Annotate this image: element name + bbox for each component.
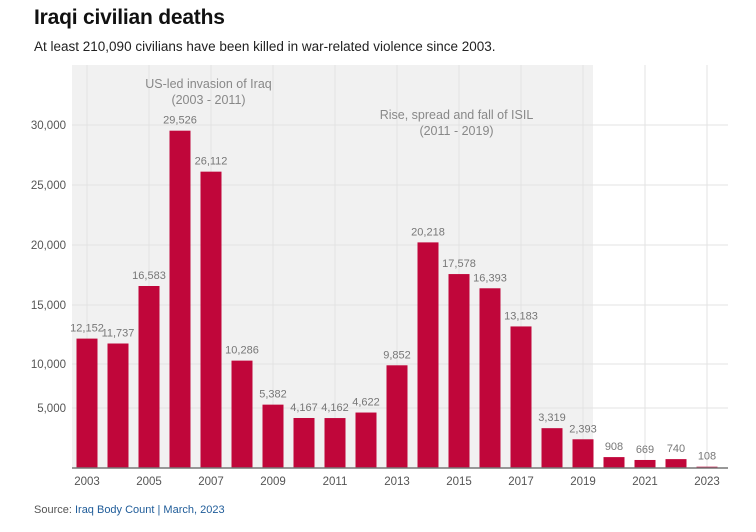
x-tick-label: 2009	[260, 476, 286, 488]
y-tick-label: 10,000	[31, 359, 66, 371]
bar-2015	[448, 274, 470, 468]
bar-2019	[572, 439, 594, 468]
bar-2008	[231, 360, 253, 468]
source-label: Source:	[34, 504, 75, 516]
bar-2021	[634, 459, 656, 468]
source-link[interactable]: Iraq Body Count | March, 2023	[74, 504, 225, 516]
data-label-2022: 740	[667, 443, 685, 455]
bar-2010	[293, 417, 315, 468]
data-label-2009: 5,382	[259, 389, 287, 401]
bar-2013	[386, 365, 408, 468]
x-tick-label: 2007	[198, 476, 224, 488]
data-label-2010: 4,167	[290, 402, 318, 414]
bar-chart: 5,000 10,000 15,000 20,000 25,000 30,000 US-le…	[31, 65, 728, 488]
bar-2018	[541, 428, 563, 468]
data-label-2018: 3,319	[538, 412, 566, 424]
data-label-2017: 13,183	[504, 310, 538, 322]
bar-2020	[603, 457, 625, 468]
bar-2007	[200, 171, 222, 468]
x-tick-label: 2003	[74, 476, 100, 488]
data-label-2016: 16,393	[473, 272, 507, 284]
data-label-2004: 11,737	[102, 328, 135, 340]
data-label-2012: 4,622	[352, 397, 380, 409]
region-label: Rise, spread and fall of ISIL	[380, 108, 534, 122]
bar-2012	[355, 412, 377, 468]
y-tick-label: 5,000	[37, 403, 66, 415]
x-tick-label: 2023	[694, 476, 720, 488]
region-label-years: (2011 - 2019)	[419, 124, 493, 138]
data-label-2008: 10,286	[225, 345, 259, 357]
data-label-2006: 29,526	[163, 115, 197, 127]
bar-2009	[262, 404, 284, 468]
chart-subtitle: At least 210,090 civilians have been kil…	[34, 39, 496, 54]
bar-2017	[510, 326, 532, 468]
bar-2014	[417, 242, 439, 468]
x-tick-label: 2019	[570, 476, 596, 488]
bar-2016	[479, 288, 501, 468]
y-tick-label: 15,000	[31, 300, 66, 312]
data-label-2005: 16,583	[132, 270, 166, 282]
bar-2005	[138, 286, 160, 468]
source-note: Source: Iraq Body Count | March, 2023	[34, 504, 225, 516]
x-tick-label: 2005	[136, 476, 162, 488]
data-label-2021: 669	[636, 444, 654, 456]
data-label-2019: 2,393	[569, 423, 597, 435]
data-label-2013: 9,852	[383, 349, 411, 361]
y-tick-label: 30,000	[31, 120, 66, 132]
region-label-years: (2003 - 2011)	[171, 93, 245, 107]
data-label-2023: 108	[698, 451, 716, 463]
x-tick-label: 2011	[323, 476, 348, 488]
x-tick-label: 2013	[384, 476, 410, 488]
data-label-2015: 17,578	[442, 258, 476, 270]
y-tick-label: 20,000	[31, 240, 66, 252]
y-tick-label: 25,000	[31, 180, 66, 192]
region-label: US-led invasion of Iraq	[145, 77, 272, 91]
data-label-2020: 908	[605, 441, 623, 453]
data-label-2011: 4,162	[321, 402, 349, 414]
bar-2006	[169, 130, 191, 469]
bar-2022	[665, 459, 687, 468]
data-label-2003: 12,152	[70, 323, 104, 335]
data-label-2014: 20,218	[411, 226, 445, 238]
bar-2011	[324, 418, 346, 468]
x-tick-label: 2021	[632, 476, 658, 488]
x-tick-label: 2017	[508, 476, 534, 488]
data-label-2007: 26,112	[195, 156, 228, 168]
x-tick-label: 2015	[446, 476, 472, 488]
bar-2003	[76, 338, 98, 468]
chart-title: Iraqi civilian deaths	[34, 6, 225, 29]
bar-2004	[107, 343, 129, 468]
